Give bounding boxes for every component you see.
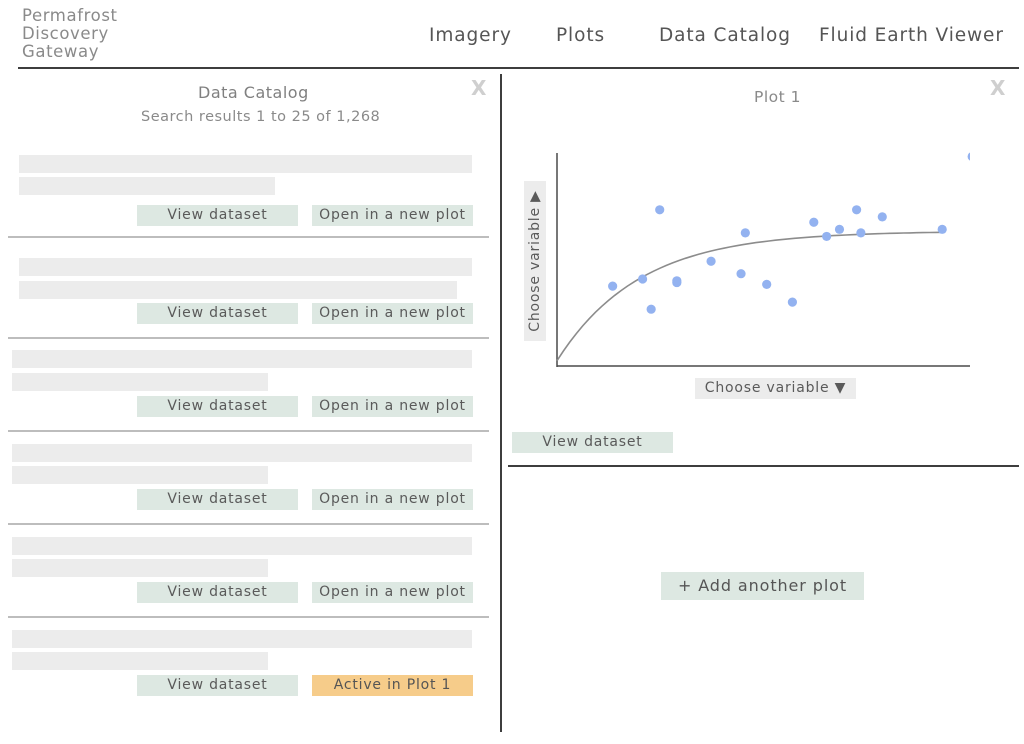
scatter-plot (556, 152, 970, 367)
add-plot-button[interactable]: + Add another plot (661, 572, 864, 600)
result-4-open-new-plot-button[interactable]: Open in a new plot (312, 489, 473, 510)
data-point (856, 228, 866, 238)
result-4-view-dataset-button[interactable]: View dataset (137, 489, 298, 510)
result-divider (8, 236, 489, 238)
result-2-view-dataset-button[interactable]: View dataset (137, 303, 298, 324)
result-3-title-placeholder (12, 350, 472, 368)
logo-line-3: Gateway (22, 42, 100, 61)
data-point (646, 304, 656, 314)
nav-imagery[interactable]: Imagery (429, 25, 512, 46)
y-variable-label: Choose variable ▶ (527, 190, 543, 332)
data-point (967, 152, 970, 161)
plot-divider (508, 465, 1019, 467)
result-6-desc-placeholder (12, 652, 268, 670)
data-point (762, 279, 772, 289)
data-point (852, 205, 862, 215)
plot-title: Plot 1 (754, 88, 802, 106)
result-2-title-placeholder (19, 258, 472, 276)
result-1-view-dataset-button[interactable]: View dataset (137, 205, 298, 226)
result-divider (8, 337, 489, 339)
data-point (608, 281, 618, 291)
result-6-view-dataset-button[interactable]: View dataset (137, 675, 298, 696)
result-6-active-in-plot-button[interactable]: Active in Plot 1 (312, 675, 473, 696)
result-3-desc-placeholder (12, 373, 268, 391)
data-point (822, 231, 832, 242)
result-2-open-new-plot-button[interactable]: Open in a new plot (312, 303, 473, 324)
catalog-result-count: Search results 1 to 25 of 1,268 (141, 109, 381, 125)
catalog-title: Data Catalog (198, 83, 309, 102)
data-point (638, 274, 648, 284)
result-4-title-placeholder (12, 444, 472, 462)
data-point (740, 228, 750, 238)
result-divider (8, 616, 489, 618)
y-variable-selector[interactable]: Choose variable ▶ (524, 181, 546, 341)
nav-plots[interactable]: Plots (556, 25, 606, 46)
result-1-title-placeholder (19, 155, 472, 173)
data-point (787, 297, 797, 307)
result-2-desc-placeholder (19, 281, 457, 299)
data-point (736, 269, 746, 279)
result-6-title-placeholder (12, 630, 472, 648)
data-point (937, 224, 947, 234)
result-5-title-placeholder (12, 537, 472, 555)
data-point (655, 205, 665, 215)
result-5-desc-placeholder (12, 559, 268, 577)
data-point (706, 256, 716, 266)
result-3-view-dataset-button[interactable]: View dataset (137, 396, 298, 417)
result-divider (8, 430, 489, 432)
result-3-open-new-plot-button[interactable]: Open in a new plot (312, 396, 473, 417)
result-1-open-new-plot-button[interactable]: Open in a new plot (312, 205, 473, 226)
column-divider (500, 74, 502, 732)
app-logo[interactable]: Permafrost Discovery Gateway (22, 7, 118, 61)
data-point (672, 276, 682, 286)
logo-line-1: Permafrost (22, 6, 118, 25)
header-divider (18, 67, 1019, 69)
result-4-desc-placeholder (12, 466, 268, 484)
result-1-desc-placeholder (19, 177, 275, 195)
data-point (834, 224, 845, 234)
nav-data-catalog[interactable]: Data Catalog (659, 25, 791, 46)
plot-view-dataset-button[interactable]: View dataset (512, 432, 673, 453)
catalog-close-icon[interactable]: X (471, 76, 487, 100)
result-5-open-new-plot-button[interactable]: Open in a new plot (312, 582, 473, 603)
nav-fluid-earth-viewer[interactable]: Fluid Earth Viewer (819, 25, 1004, 46)
result-divider (8, 523, 489, 525)
data-point (877, 212, 887, 222)
trend-curve (556, 231, 943, 362)
logo-line-2: Discovery (22, 24, 109, 43)
data-point (809, 217, 819, 227)
plot-close-icon[interactable]: X (990, 76, 1006, 100)
x-variable-selector[interactable]: Choose variable ▼ (695, 378, 856, 399)
result-5-view-dataset-button[interactable]: View dataset (137, 582, 298, 603)
data-points (608, 152, 970, 314)
